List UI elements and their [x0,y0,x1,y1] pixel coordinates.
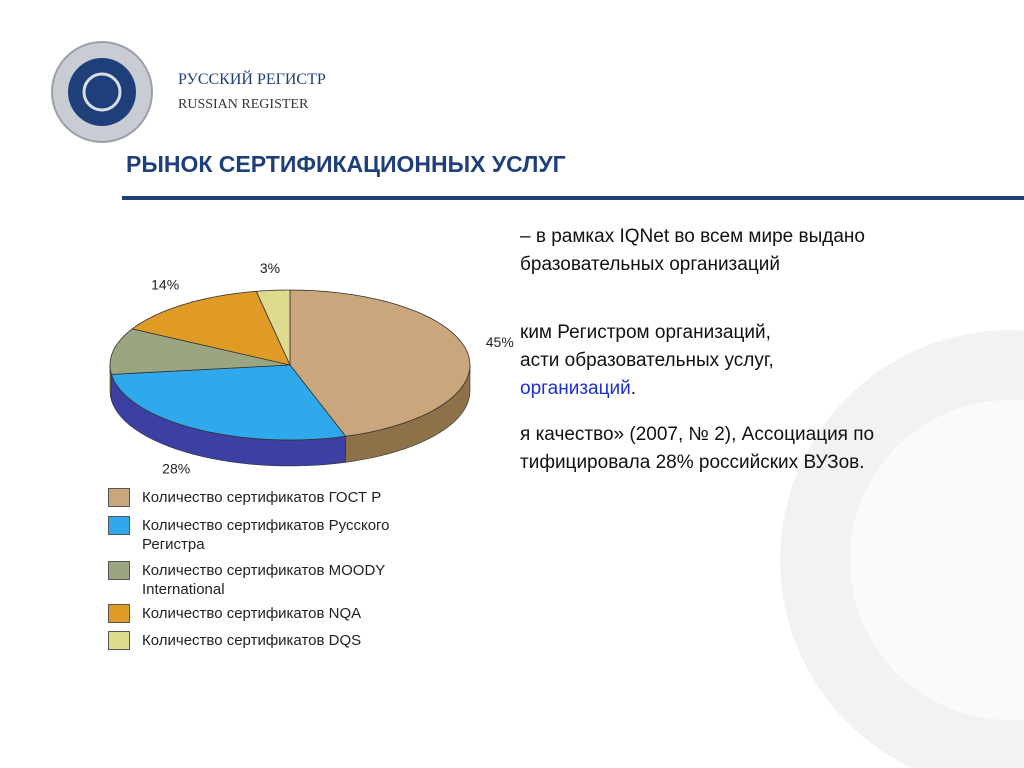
legend-label: Количество сертификатов MOODY Internatio… [142,562,386,598]
slice [131,290,291,366]
title-rule [122,196,1024,200]
legend-swatch [108,631,130,650]
legend-swatch [108,604,130,623]
slice [289,289,471,437]
brand-en: RUSSIAN REGISTER [178,97,309,112]
body-text: . [630,378,636,399]
body-line: организаций. [520,378,636,400]
slide-title: РЫНОК СЕРТИФИКАЦИОННЫХ УСЛУГ [126,151,566,177]
logo-inner [68,58,136,126]
legend-label: Количество сертификатов NQA [142,605,362,622]
legend-swatch [108,561,130,580]
body-line: тифицировала 28% российских ВУЗов. [520,452,865,473]
legend-item: Количество сертификатов MOODY Internatio… [108,561,418,599]
legend-swatch [108,516,130,535]
slice-label: 14% [151,276,179,292]
slice [110,364,347,441]
slice [109,328,291,375]
legend-item: Количество сертификатов Русского Регистр… [108,516,418,554]
legend-item: Количество сертификатов ГОСТ Р [108,488,418,507]
legend-label: Количество сертификатов DQS [142,632,362,649]
legend-item: Количество сертификатов DQS [108,631,418,650]
body-line: бразовательных организаций [520,254,780,275]
logo-emblem [82,72,122,112]
legend-item: Количество сертификатов NQA [108,604,418,623]
slice-label: 3% [260,260,280,276]
legend-label: Количество сертификатов ГОСТ Р [142,489,382,506]
legend-swatch [108,488,130,507]
brand-ru: РУССКИЙ РЕГИСТР [178,69,326,88]
body-line: – в рамках IQNet во всем мире выдано [520,226,865,247]
ornament [850,400,1024,720]
body-line: я качество» (2007, № 2), Ассоциация по [520,424,875,445]
pie-chart: 45%28%10%14%3% [100,225,520,495]
slice [255,289,291,366]
slice-label: 28% [162,461,190,477]
body-line: ким Регистром организаций, [520,322,771,343]
body-line: асти образовательных услуг, [520,350,774,371]
slice-label: 45% [486,334,514,350]
legend-label: Количество сертификатов Русского Регистр… [142,517,390,553]
body-link: организаций [520,378,631,399]
